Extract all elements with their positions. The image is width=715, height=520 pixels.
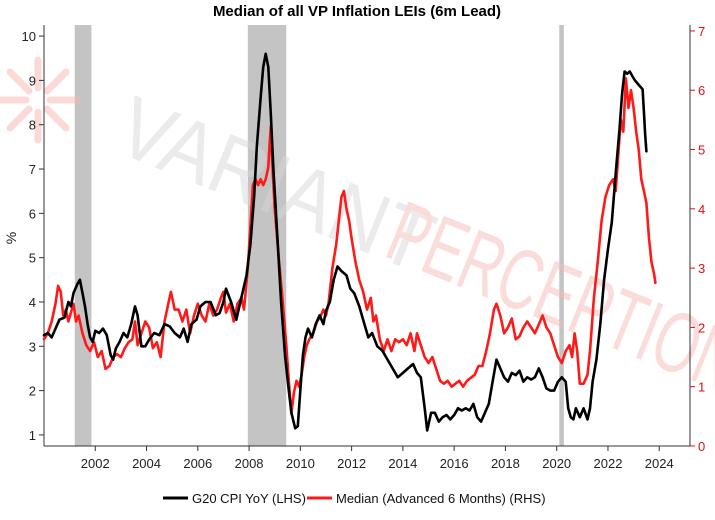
x-axis: 2002 2004 2006 2008 2010 2012 2014 2016 2018 2020… [81,446,674,471]
x-tick-label: 2008 [235,456,264,471]
plot-frame [43,25,691,447]
watermark-text-perception: PERCEPTION [375,184,715,412]
recession-band [74,25,92,446]
x-tick-label: 2012 [337,456,366,471]
y-tick-label-left: 8 [29,118,36,133]
y-tick-label-right: 4 [698,202,705,217]
recession-band [559,25,564,446]
x-tick-label: 2004 [132,456,161,471]
recession-bands [74,25,564,446]
y-tick-label-right: 5 [698,143,705,158]
y-tick-label-left: 5 [29,251,36,266]
x-tick-label: 2020 [542,456,571,471]
watermark-logo-icon [0,56,82,144]
x-tick-label: 2016 [440,456,469,471]
y-tick-label-right: 1 [698,380,705,395]
chart-title: Median of all VP Inflation LEIs (6m Lead… [213,3,501,20]
y-tick-label-left: 2 [29,384,36,399]
x-tick-label: 2022 [594,456,623,471]
y-tick-label-left: 3 [29,339,36,354]
y-tick-label-left: 9 [29,73,36,88]
watermark: VARIANT PERCEPTION [0,56,715,412]
y-tick-label-left: 1 [29,428,36,443]
y-tick-label-left: 7 [29,162,36,177]
legend: G20 CPI YoY (LHS) Median (Advanced 6 Mon… [163,491,546,506]
x-tick-label: 2018 [491,456,520,471]
recession-band [247,25,287,446]
y-axis-label-left: % [3,232,19,244]
y-tick-label-right: 0 [698,439,705,454]
series-line-g20-cpi [42,52,648,432]
right-y-axis: 0 1 2 3 4 5 6 7 [690,24,705,454]
x-tick-label: 2024 [645,456,674,471]
legend-label-median: Median (Advanced 6 Months) (RHS) [336,491,546,506]
left-y-axis: 1 2 3 4 5 6 7 8 9 10 [22,29,44,443]
series-layer [42,52,657,432]
y-tick-label-left: 4 [29,295,36,310]
y-tick-label-left: 10 [22,29,36,44]
y-tick-label-right: 6 [698,83,705,98]
y-tick-label-right: 2 [698,320,705,335]
y-tick-label-right: 7 [698,24,705,39]
y-tick-label-right: 3 [698,261,705,276]
x-tick-label: 2006 [183,456,212,471]
x-tick-label: 2010 [286,456,315,471]
legend-label-g20-cpi: G20 CPI YoY (LHS) [192,491,306,506]
series-line-median [42,77,657,415]
x-tick-label: 2002 [81,456,110,471]
x-tick-label: 2014 [388,456,417,471]
y-tick-label-left: 6 [29,206,36,221]
